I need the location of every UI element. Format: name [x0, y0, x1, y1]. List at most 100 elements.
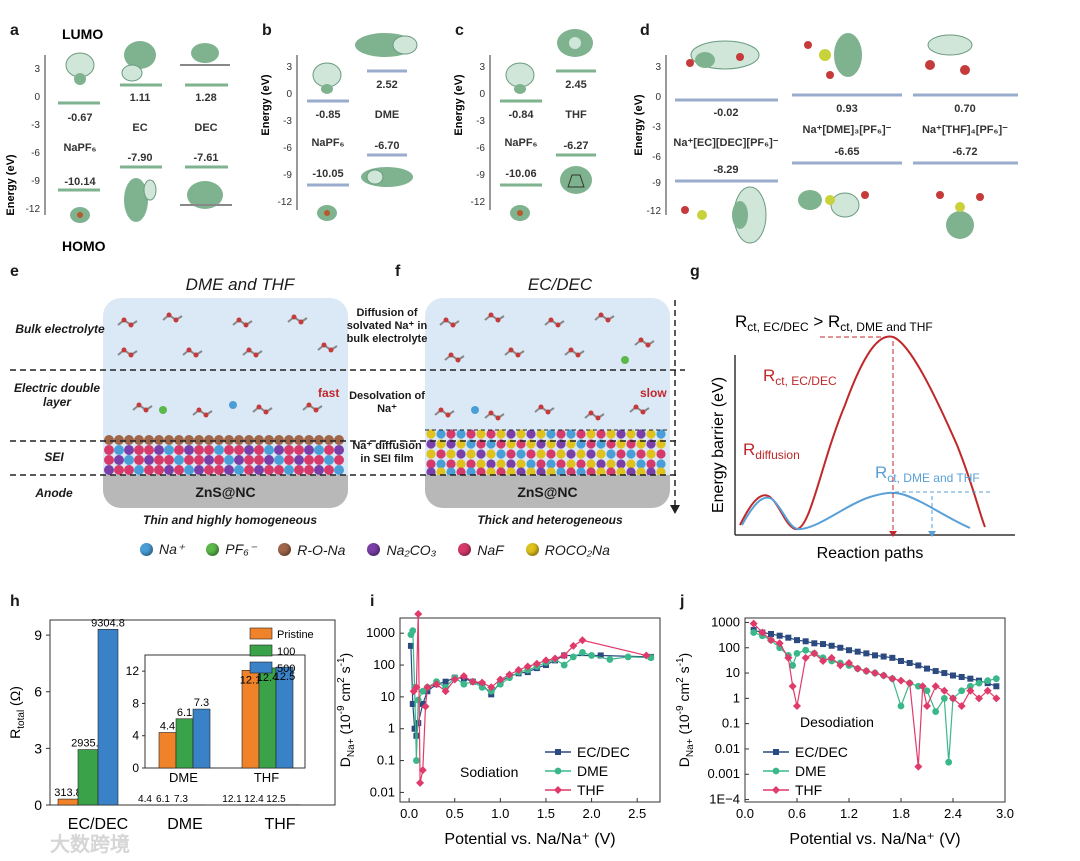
solvent-molecule: [117, 317, 138, 328]
sei-particle: [184, 435, 194, 445]
j-point: [915, 662, 922, 669]
sei-particle: [496, 429, 506, 439]
sei-particle: [656, 449, 666, 459]
solvent-molecule: [444, 352, 465, 363]
panel-c-ytick: 0: [479, 89, 485, 100]
solvent-molecule: [634, 337, 655, 348]
sei-particle: [204, 465, 214, 475]
complex-name: Na⁺[EC][DEC][PF₆]⁻: [673, 137, 778, 149]
molecule-name: DME: [375, 109, 399, 121]
sei-particle: [324, 455, 334, 465]
h-category-label: DME: [167, 816, 203, 833]
sei-particle: [496, 459, 506, 469]
j-point: [993, 683, 1000, 690]
sei-particle: [456, 467, 466, 475]
sei-particle: [184, 465, 194, 475]
sei-particle: [134, 465, 144, 475]
orbital-lobe: [317, 205, 337, 221]
i-point: [624, 653, 632, 661]
solvent-molecule: [439, 317, 460, 328]
j-point: [819, 656, 827, 665]
homo-label: HOMO: [62, 238, 106, 254]
solvent-molecule: [302, 402, 323, 413]
orbital-lobe: [510, 205, 530, 221]
sei-particle: [274, 455, 284, 465]
sei-particle: [596, 449, 606, 459]
sei-particle: [174, 435, 184, 445]
sei-particle: [466, 429, 476, 439]
sei-particle: [294, 435, 304, 445]
orbital-lobe: [804, 33, 862, 79]
lumo-value: 0.70: [954, 103, 975, 115]
slow-label: slow: [640, 386, 667, 400]
sei-particle: [476, 459, 486, 469]
solvent-molecule: [584, 410, 605, 421]
h-bar: [77, 749, 99, 806]
solvent-molecule: [629, 404, 650, 415]
j-point: [789, 662, 797, 669]
sei-particle: [636, 467, 646, 475]
sei-particle: [576, 459, 586, 469]
sei-particle: [234, 465, 244, 475]
panel-label-e: e: [10, 263, 19, 280]
h-inset-value-label: 4.4: [160, 720, 175, 732]
sei-particle: [314, 435, 324, 445]
solvent-molecule: [484, 312, 505, 323]
sei-particle: [264, 445, 274, 455]
panel-g-energy-diagram: Rct, EC/DEC > Rct, DME and THF Energy ba…: [710, 312, 1015, 562]
legend-label: ROCO₂Na: [544, 541, 610, 558]
i-point: [588, 652, 595, 659]
panel-d-ytick: -12: [647, 206, 662, 217]
complex-name: Na⁺[THF]₄[PF₆]⁻: [922, 124, 1008, 136]
solvent-molecule: [117, 347, 138, 358]
pf6-dot-icon: [206, 543, 220, 556]
fast-label: fast: [318, 386, 340, 400]
j-ytick-label: 1E−4: [709, 792, 740, 807]
sei-particle: [626, 429, 636, 439]
h-bar-value-label: 4.4: [138, 794, 152, 805]
j-ylabel: DNa+ (10-9 cm2 s-1): [675, 653, 696, 767]
i-point: [407, 642, 414, 649]
sei-particle: [576, 429, 586, 439]
i-point: [496, 675, 505, 684]
sei-particle: [134, 445, 144, 455]
sei-particle: [546, 459, 556, 469]
h-ytick-label: 0: [34, 797, 42, 813]
panel-d-ytick: 0: [655, 92, 661, 103]
direction-arrow-head: [670, 505, 680, 514]
sei-particle: [626, 449, 636, 459]
i-point: [541, 656, 550, 665]
j-legend-label: EC/DEC: [795, 744, 848, 760]
i-point: [432, 680, 441, 689]
sei-particle: [164, 445, 174, 455]
sei-particle: [446, 429, 456, 439]
panel-label-j: j: [680, 593, 685, 610]
sei-particle: [636, 459, 646, 469]
naf-dot-icon: [458, 543, 472, 556]
j-point: [793, 649, 801, 657]
sei-particle: [506, 429, 516, 439]
orbital-lobe: [560, 166, 592, 194]
sei-particle: [324, 445, 334, 455]
sei-particle: [446, 449, 456, 459]
sei-particle: [496, 467, 506, 475]
j-point: [932, 668, 939, 675]
panel-label-h: h: [10, 593, 20, 610]
orbital-lobe: [686, 40, 760, 70]
i-ytick-label: 0.1: [377, 753, 395, 768]
sei-particle: [556, 429, 566, 439]
sei-particle: [124, 445, 134, 455]
sei-particle: [566, 449, 576, 459]
sei-particle: [124, 465, 134, 475]
sei-particle: [154, 465, 164, 475]
i-xtick-label: 2.0: [583, 806, 601, 821]
orbital-lobe: [180, 43, 230, 66]
i-point: [459, 672, 468, 681]
sei-particle: [526, 467, 536, 475]
i-point: [419, 700, 426, 707]
sei-particle: [606, 467, 616, 475]
sei-particle: [506, 449, 516, 459]
h-inset-bar: [175, 718, 194, 769]
h-bar-value-label: 12.4: [244, 794, 264, 805]
i-point: [514, 665, 523, 674]
